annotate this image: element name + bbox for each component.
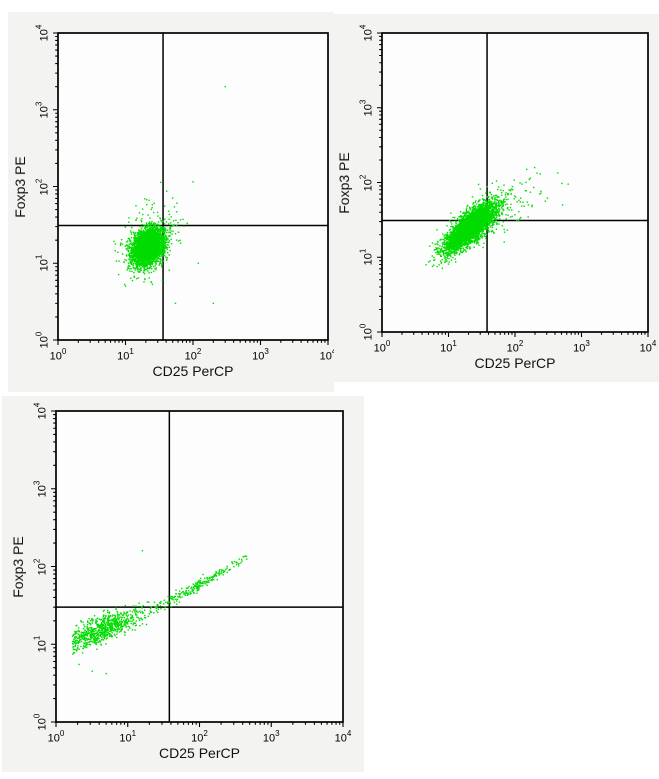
y-tick-label: 102 [32,558,49,575]
flow-plot-bottom-left: Foxp3 PE CD25 PerCP 100 100 101 101 102 102 10… [2,396,364,772]
x-tick-label: 101 [119,729,137,745]
x-tick-label: 103 [573,339,590,355]
x-tick-label: 102 [506,339,524,355]
y-axis-label: Foxp3 PE [12,155,28,218]
y-axis-label: Foxp3 PE [336,151,352,214]
x-tick-label: 102 [184,347,202,363]
y-tick-label: 103 [32,480,49,498]
x-axis-label: CD25 PerCP [474,355,556,371]
x-axis-label: CD25 PerCP [152,363,234,379]
y-tick-label: 101 [32,635,49,653]
flow-plot-top-right: Foxp3 PE CD25 PerCP 100 100 101 101 102 102 10… [334,14,659,382]
y-tick-label: 100 [32,713,49,731]
x-tick-label: 103 [252,347,269,363]
x-tick-label: 101 [440,339,457,355]
x-tick-label: 104 [639,339,657,355]
x-tick-label: 100 [373,339,391,355]
x-tick-label: 100 [49,347,67,363]
y-tick-label: 102 [34,178,51,195]
x-tick-label: 102 [191,729,208,745]
y-tick-label: 103 [358,99,375,117]
scatter-canvas [334,14,659,382]
y-tick-label: 100 [34,331,51,349]
y-tick-label: 104 [358,24,375,42]
y-tick-label: 104 [34,24,51,42]
y-tick-label: 104 [32,402,49,420]
y-tick-label: 100 [358,323,375,341]
scatter-canvas [8,12,334,392]
x-tick-label: 100 [47,729,65,745]
x-axis-label: CD25 PerCP [159,745,240,761]
x-tick-label: 101 [117,347,134,363]
flow-plot-top-left: Foxp3 PE CD25 PerCP 100 100 101 101 102 102 10… [8,12,336,392]
y-tick-label: 102 [358,174,375,191]
y-tick-label: 101 [34,254,51,272]
scatter-canvas [2,396,364,772]
y-axis-label: Foxp3 PE [10,535,26,598]
y-tick-label: 103 [34,101,51,119]
x-tick-label: 103 [262,729,280,745]
y-tick-label: 101 [358,248,375,266]
x-tick-label: 104 [334,729,352,745]
